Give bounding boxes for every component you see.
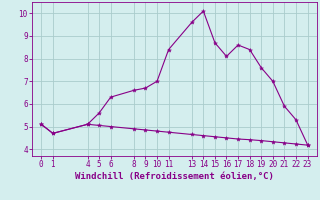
X-axis label: Windchill (Refroidissement éolien,°C): Windchill (Refroidissement éolien,°C) xyxy=(75,172,274,181)
